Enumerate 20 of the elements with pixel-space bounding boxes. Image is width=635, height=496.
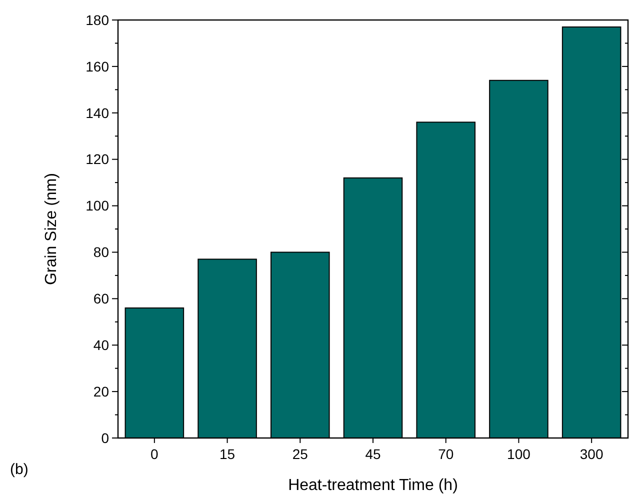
- x-tick-label: 45: [365, 446, 381, 462]
- y-tick-label: 20: [93, 383, 110, 400]
- y-tick-label: 120: [86, 151, 110, 168]
- x-tick-label: 100: [507, 446, 531, 462]
- y-tick-label: 40: [93, 337, 110, 354]
- text: (b): [10, 461, 28, 478]
- x-tick-label: 0: [150, 446, 159, 462]
- y-tick-label: 80: [93, 244, 110, 260]
- y-tick-label: 100: [86, 198, 110, 214]
- y-tick-label: 0: [101, 430, 110, 446]
- x-tick-label: 25: [292, 446, 308, 462]
- x-tick-label: 70: [438, 446, 454, 462]
- x-tick-label: 300: [580, 446, 604, 462]
- y-tick-label: 60: [93, 290, 110, 307]
- y-tick-label: 140: [86, 104, 110, 121]
- y-tick-label: 180: [86, 12, 110, 28]
- x-tick-label: 15: [219, 446, 236, 462]
- y-tick-label: 160: [86, 58, 110, 74]
- y-axis-title: Grain Size (nm): [43, 172, 60, 286]
- x-axis-title: Heat-treatment Time (h): [288, 477, 458, 494]
